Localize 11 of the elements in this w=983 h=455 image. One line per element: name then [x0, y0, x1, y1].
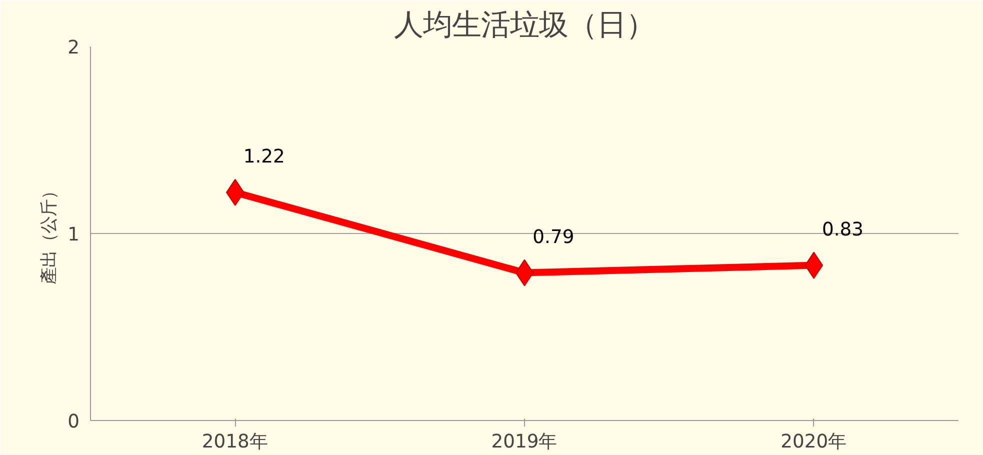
data-label: 0.83	[822, 219, 864, 240]
x-tick-label: 2018年	[202, 432, 268, 452]
x-tick-label: 2020年	[780, 432, 848, 452]
y-tick-label: 1	[68, 224, 80, 246]
x-tick-label: 2019年	[491, 432, 558, 452]
y-tick-label: 2	[68, 38, 80, 58]
data-label: 0.79	[532, 226, 574, 248]
chart-title: 人均生活垃圾（日）	[394, 8, 655, 42]
y-tick-label: 0	[68, 412, 80, 432]
y-axis-title: 產出（公斤）	[40, 182, 60, 284]
data-label: 1.22	[243, 146, 285, 168]
